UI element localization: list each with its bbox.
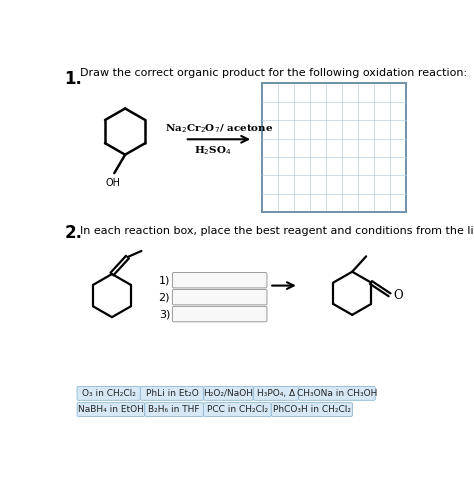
Text: PhCO₃H in CH₂Cl₂: PhCO₃H in CH₂Cl₂ [273,405,351,414]
Text: CH₃ONa in CH₃OH: CH₃ONa in CH₃OH [297,389,377,398]
Text: 2): 2) [159,292,170,302]
Text: 1.: 1. [64,70,82,88]
Text: Draw the correct organic product for the following oxidation reaction:: Draw the correct organic product for the… [80,68,467,78]
Text: 2.: 2. [64,224,82,242]
Text: Na$_2$Cr$_2$O$_7$/ acetone: Na$_2$Cr$_2$O$_7$/ acetone [164,122,273,135]
FancyBboxPatch shape [77,403,145,416]
FancyBboxPatch shape [173,273,267,288]
FancyBboxPatch shape [173,289,267,305]
FancyBboxPatch shape [145,403,203,416]
Text: PhLi in Et₂O: PhLi in Et₂O [146,389,198,398]
Text: 3): 3) [159,309,170,319]
Text: OH: OH [106,178,121,188]
Text: PCC in CH₂Cl₂: PCC in CH₂Cl₂ [207,405,268,414]
Text: H$_2$SO$_4$: H$_2$SO$_4$ [194,144,231,157]
FancyBboxPatch shape [271,403,353,416]
Text: H₃PO₄, Δ: H₃PO₄, Δ [257,389,295,398]
Text: O₃ in CH₂Cl₂: O₃ in CH₂Cl₂ [82,389,136,398]
Text: O: O [393,289,403,302]
Text: 1): 1) [159,275,170,285]
Text: In each reaction box, place the best reagent and conditions from the list below.: In each reaction box, place the best rea… [80,225,474,236]
FancyBboxPatch shape [173,306,267,322]
FancyBboxPatch shape [140,387,203,400]
FancyBboxPatch shape [77,387,140,400]
Text: B₂H₆ in THF: B₂H₆ in THF [148,405,200,414]
FancyBboxPatch shape [299,387,375,400]
FancyBboxPatch shape [253,387,299,400]
FancyBboxPatch shape [203,387,253,400]
Text: NaBH₄ in EtOH: NaBH₄ in EtOH [78,405,144,414]
FancyBboxPatch shape [203,403,271,416]
Text: H₂O₂/NaOH: H₂O₂/NaOH [203,389,254,398]
